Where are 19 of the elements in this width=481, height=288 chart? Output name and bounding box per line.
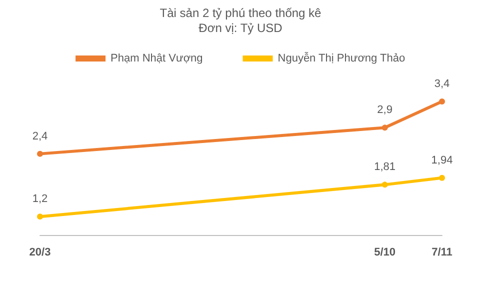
x-tick-label: 20/3 bbox=[29, 246, 51, 258]
point bbox=[382, 124, 388, 131]
point bbox=[439, 98, 445, 105]
data-label: 2,9 bbox=[377, 104, 392, 116]
point bbox=[37, 214, 43, 220]
data-label: 3,4 bbox=[434, 78, 450, 90]
point bbox=[37, 150, 43, 157]
x-tick-label: 7/11 bbox=[432, 246, 452, 258]
point bbox=[439, 174, 445, 181]
chart-subtitle: Đơn vị: Tỷ USD bbox=[198, 21, 283, 35]
data-label: 1,81 bbox=[374, 161, 396, 174]
data-label: 2,4 bbox=[32, 130, 48, 142]
legend-label: Phạm Nhật Vượng bbox=[110, 52, 203, 64]
legend-label: Nguyễn Thị Phương Thảo bbox=[278, 52, 406, 64]
chart-title: Tài sản 2 tỷ phú theo thống kê bbox=[160, 6, 322, 20]
data-label: 1,2 bbox=[32, 193, 48, 206]
x-tick-label: 5/10 bbox=[374, 246, 396, 258]
data-label: 1,94 bbox=[431, 154, 453, 166]
point bbox=[382, 182, 388, 188]
